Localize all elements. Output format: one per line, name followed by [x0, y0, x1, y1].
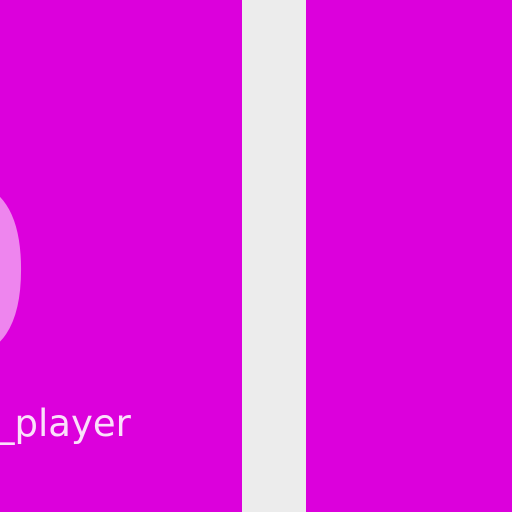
- center-divider: [242, 0, 306, 512]
- right-player-panel[interactable]: 3: [306, 0, 512, 512]
- left-player-panel[interactable]: 0 _player: [0, 0, 242, 512]
- left-player-name: _player: [0, 402, 131, 445]
- left-player-score: 0: [0, 160, 36, 390]
- right-player-score: 3: [496, 160, 512, 390]
